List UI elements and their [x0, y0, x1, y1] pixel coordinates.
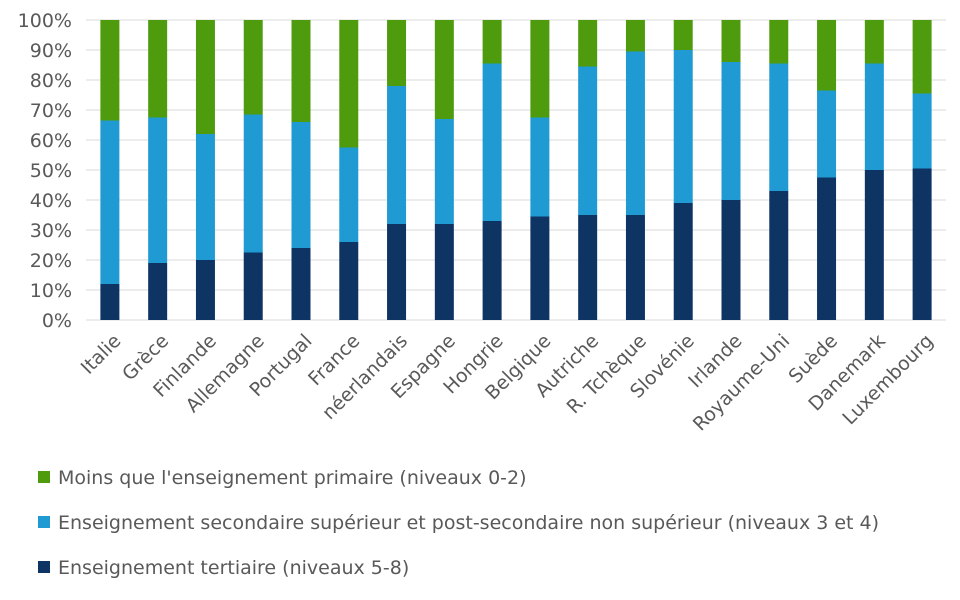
legend-label: Moins que l'enseignement primaire (nivea… — [58, 467, 527, 489]
bar-segment-0 — [817, 177, 837, 320]
x-axis-labels: ItalieGrèceFinlandeAllemagnePortugalFran… — [77, 330, 938, 435]
bar-segment-1 — [864, 63, 884, 170]
y-tick-label: 90% — [30, 40, 72, 62]
y-tick-label: 20% — [30, 250, 72, 272]
bar-segment-1 — [721, 62, 741, 200]
bar-segment-1 — [673, 50, 693, 203]
bar-segment-2 — [339, 20, 359, 148]
y-tick-label: 0% — [42, 310, 72, 332]
legend-label: Enseignement secondaire supérieur et pos… — [58, 512, 879, 534]
bar-segment-2 — [721, 20, 741, 62]
bar-segment-0 — [243, 252, 263, 320]
bar-segment-0 — [673, 203, 693, 320]
bar-segment-0 — [864, 170, 884, 320]
bar-segment-1 — [100, 120, 120, 284]
bar-segment-0 — [100, 284, 120, 320]
y-tick-label: 40% — [30, 190, 72, 212]
bars — [100, 20, 932, 320]
bar-segment-1 — [291, 122, 311, 248]
bar-segment-0 — [291, 248, 311, 320]
bar-segment-0 — [530, 216, 550, 320]
bar-segment-0 — [578, 215, 598, 320]
bar-segment-2 — [100, 20, 120, 121]
bar-segment-2 — [530, 20, 550, 118]
bar-segment-1 — [148, 117, 168, 263]
bar-segment-1 — [578, 66, 598, 215]
bar-segment-2 — [291, 20, 311, 122]
bar-segment-2 — [673, 20, 693, 50]
y-tick-label: 60% — [30, 130, 72, 152]
bar-segment-1 — [243, 114, 263, 253]
x-category-label: Italie — [77, 330, 126, 379]
bar-segment-0 — [721, 200, 741, 320]
bar-segment-2 — [769, 20, 789, 64]
bar-segment-0 — [148, 263, 168, 320]
bar-segment-2 — [864, 20, 884, 64]
legend-swatch — [38, 516, 50, 528]
bar-segment-0 — [769, 191, 789, 320]
y-axis-ticks: 0% 10% 20% 30% 40% 50% 60% 70% 80% 90% 100% — [18, 10, 72, 332]
bar-segment-1 — [912, 93, 932, 169]
bar-segment-1 — [625, 51, 645, 215]
legend-swatch — [38, 561, 50, 573]
bar-segment-1 — [387, 86, 407, 224]
bar-segment-1 — [195, 134, 215, 260]
y-tick-label: 50% — [30, 160, 72, 182]
bar-segment-2 — [912, 20, 932, 94]
bar-segment-1 — [530, 117, 550, 217]
legend-swatch — [38, 471, 50, 483]
bar-segment-0 — [434, 224, 454, 320]
bar-segment-0 — [482, 221, 502, 320]
bar-segment-0 — [387, 224, 407, 320]
bar-segment-2 — [578, 20, 598, 67]
bar-segment-1 — [769, 63, 789, 191]
y-tick-label: 100% — [18, 10, 72, 32]
gridlines — [86, 19, 946, 321]
bar-segment-0 — [625, 215, 645, 320]
bar-segment-2 — [195, 20, 215, 134]
y-tick-label: 70% — [30, 100, 72, 122]
y-tick-label: 30% — [30, 220, 72, 242]
bar-segment-1 — [817, 90, 837, 178]
bar-segment-0 — [195, 260, 215, 320]
legend: Moins que l'enseignement primaire (nivea… — [38, 467, 879, 579]
bar-segment-1 — [339, 147, 359, 242]
bar-segment-2 — [817, 20, 837, 91]
bar-segment-1 — [482, 63, 502, 221]
y-tick-label: 10% — [30, 280, 72, 302]
bar-segment-1 — [434, 119, 454, 224]
bar-segment-0 — [339, 242, 359, 320]
y-tick-label: 80% — [30, 70, 72, 92]
bar-segment-2 — [387, 20, 407, 86]
bar-segment-2 — [482, 20, 502, 64]
legend-label: Enseignement tertiaire (niveaux 5-8) — [58, 557, 409, 579]
bar-segment-2 — [148, 20, 168, 118]
bar-segment-0 — [912, 168, 932, 320]
bar-segment-2 — [625, 20, 645, 52]
bar-segment-2 — [434, 20, 454, 119]
bar-segment-2 — [243, 20, 263, 115]
